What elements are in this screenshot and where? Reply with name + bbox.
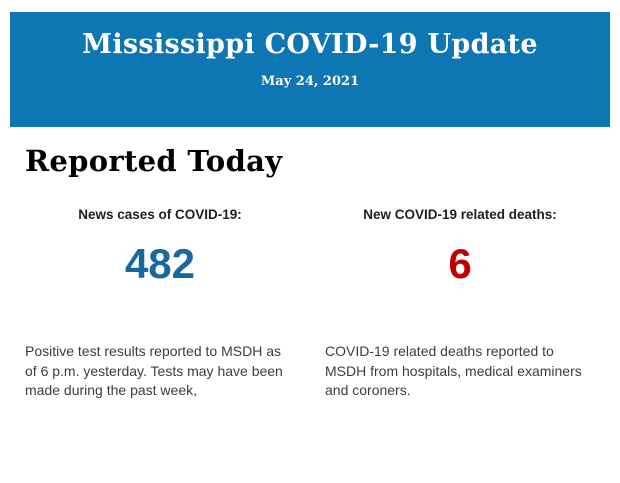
stats-row: News cases of COVID-19: 482 New COVID-19…	[10, 207, 610, 285]
new-cases-label: News cases of COVID-19:	[78, 207, 242, 222]
page-title: Mississippi COVID-19 Update	[82, 29, 538, 60]
new-cases-description: Positive test results reported to MSDH a…	[25, 343, 283, 399]
new-deaths-value: 6	[448, 240, 472, 287]
new-deaths-description: COVID-19 related deaths reported to MSDH…	[325, 343, 582, 399]
section-heading-reported-today: Reported Today	[25, 144, 283, 178]
new-cases-value: 482	[124, 240, 196, 287]
header-banner: Mississippi COVID-19 Update May 24, 2021	[10, 12, 610, 127]
new-deaths-label: New COVID-19 related deaths:	[363, 207, 557, 222]
stat-card-new-deaths: New COVID-19 related deaths: 6	[325, 207, 595, 285]
descriptions-row: Positive test results reported to MSDH a…	[10, 342, 610, 401]
stat-card-new-cases: News cases of COVID-19: 482	[25, 207, 295, 285]
report-date: May 24, 2021	[260, 74, 360, 90]
